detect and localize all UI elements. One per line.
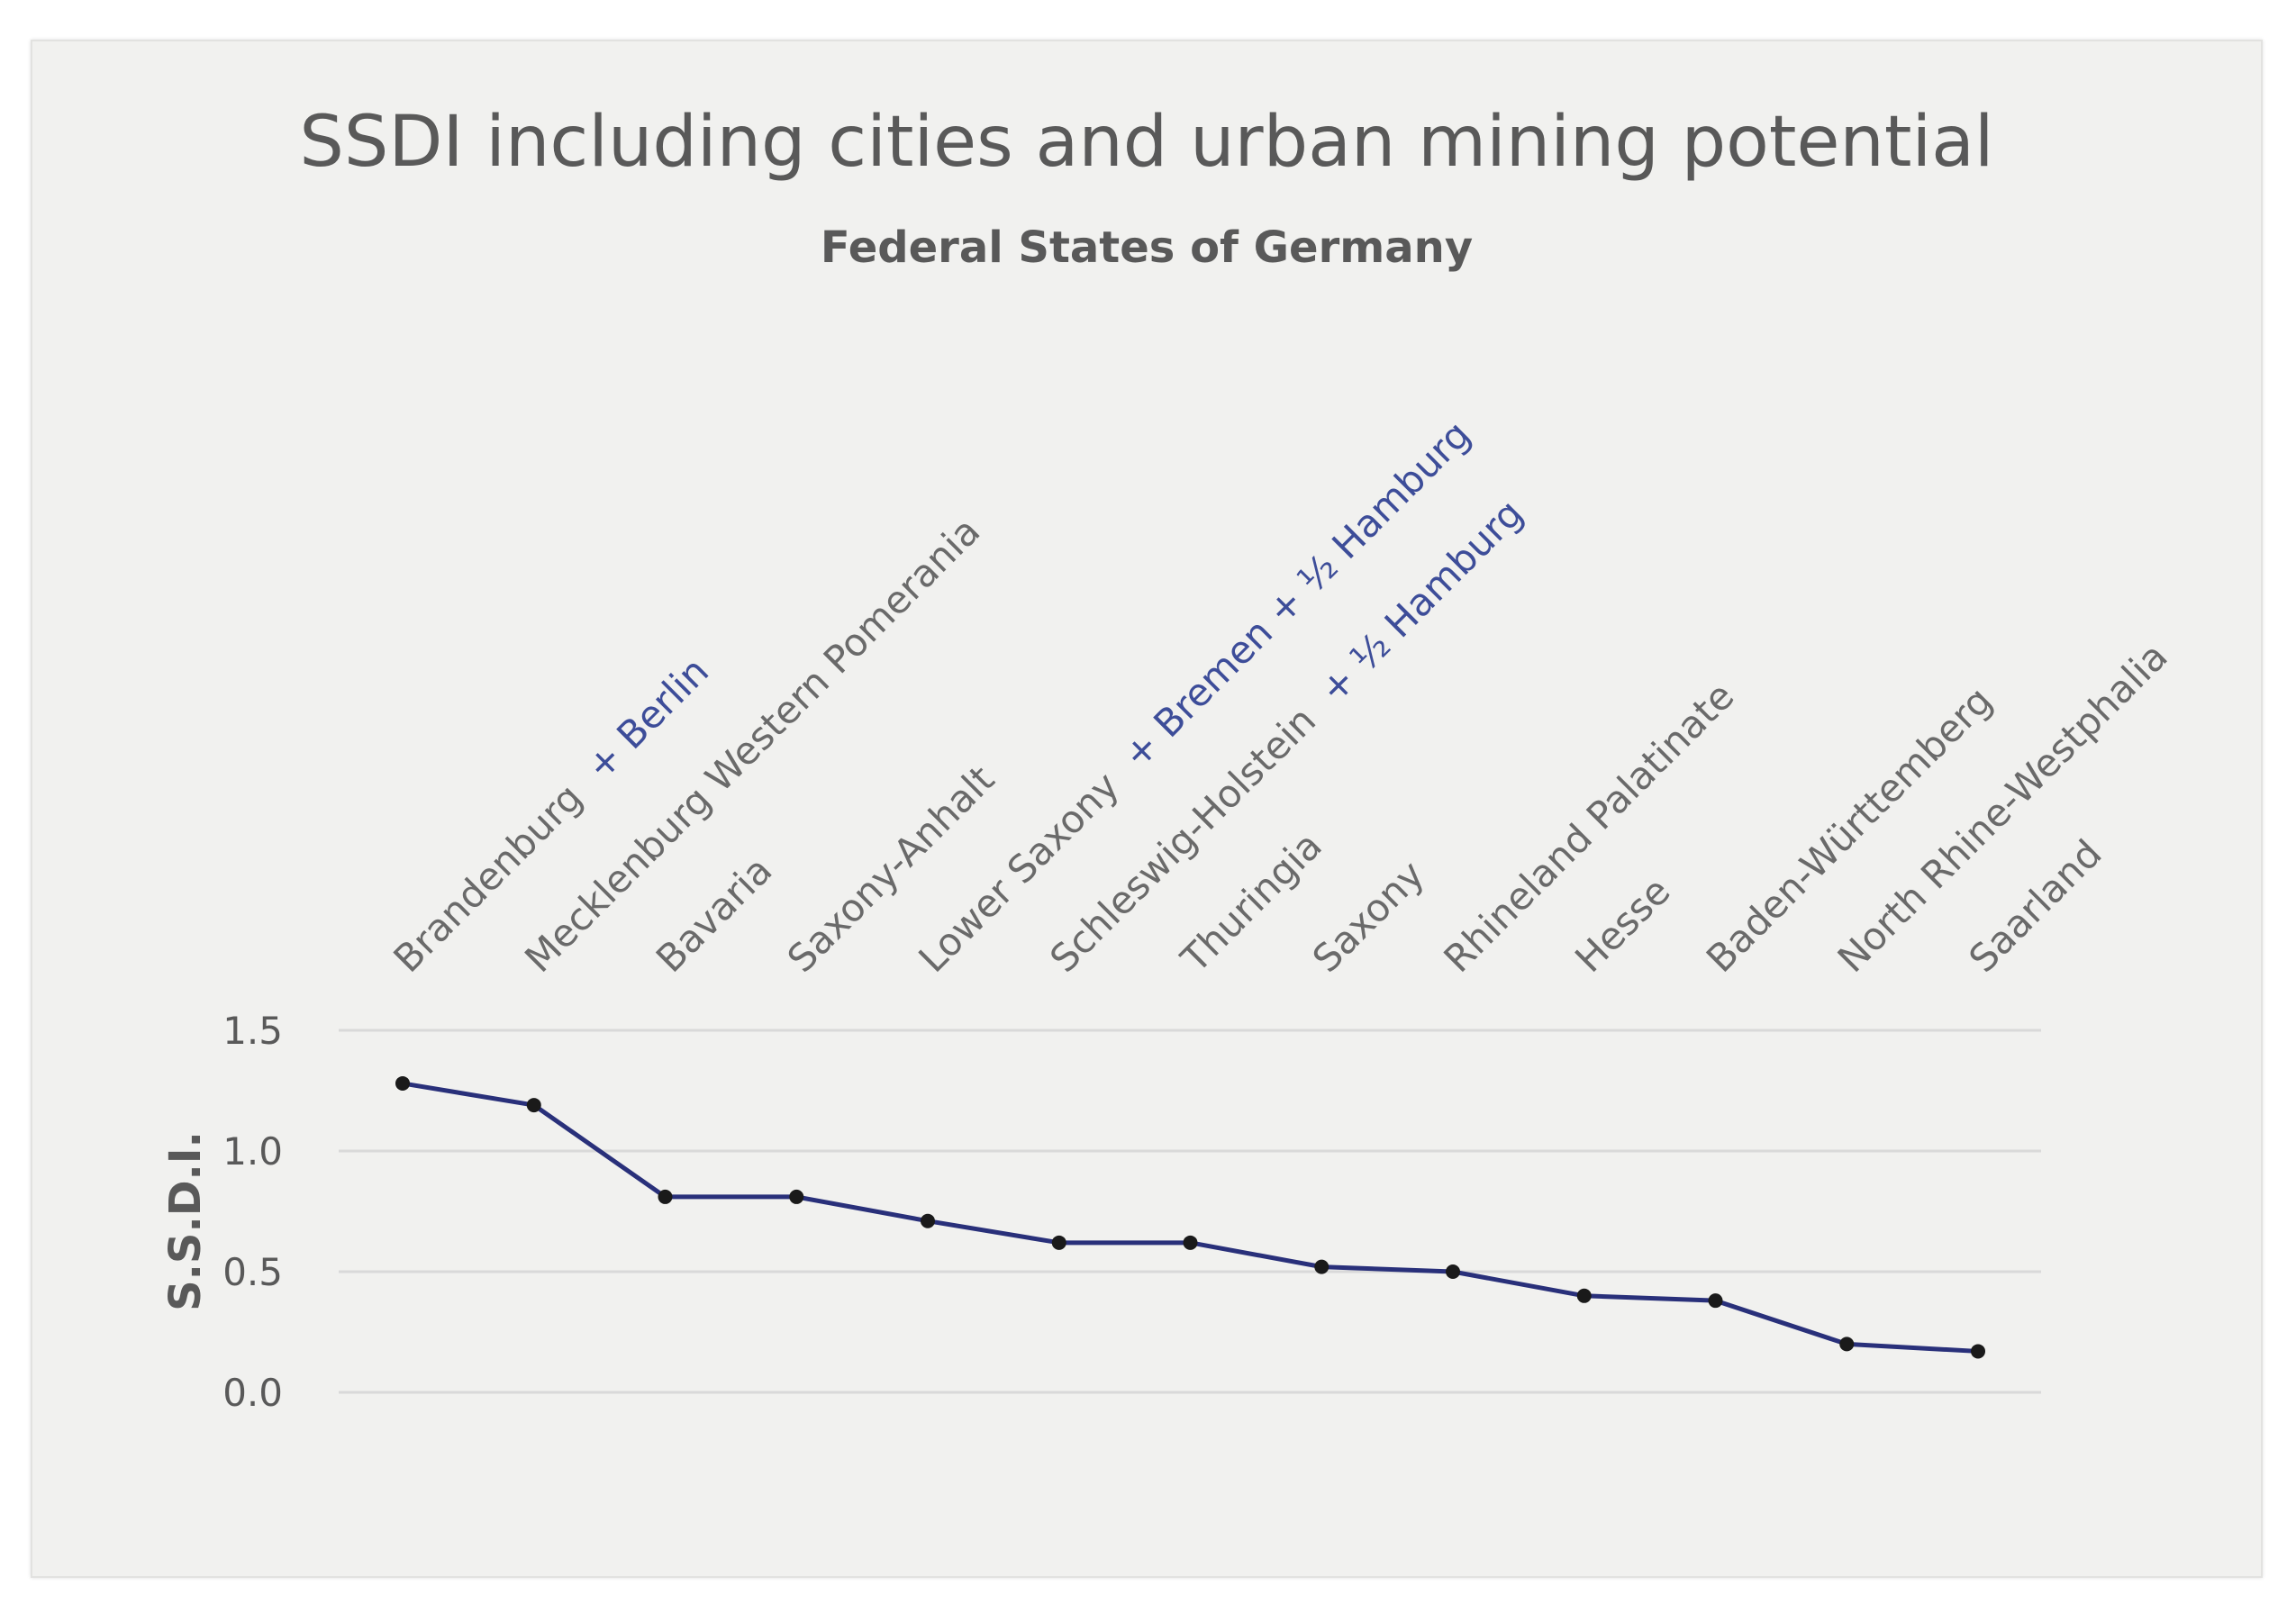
y-axis-label: S.S.D.I. (160, 1131, 211, 1311)
series-layer (395, 1075, 1985, 1359)
category-name: Bavaria (648, 847, 781, 981)
y-tick-label: 1.0 (222, 1129, 283, 1174)
chart-subtitle: Federal States of Germany (821, 222, 1473, 273)
category-label: Saxony (1304, 852, 1433, 981)
data-point (921, 1213, 935, 1228)
category-label: Mecklenburg Western Pomerania (516, 509, 988, 981)
data-point (1314, 1259, 1330, 1274)
category-suffix: + Berlin (577, 648, 717, 788)
data-point (395, 1075, 410, 1091)
y-tick-label: 0.5 (222, 1250, 283, 1294)
category-name: Saxony (1304, 852, 1433, 981)
data-point (789, 1189, 804, 1204)
data-point (1051, 1235, 1066, 1250)
category-label: Bavaria (648, 847, 781, 981)
series-line (402, 1081, 1979, 1354)
category-name: Mecklenburg Western Pomerania (516, 509, 988, 981)
y-tick-labels: 0.0 0.5 1.0 1.5 (222, 1009, 283, 1415)
chart-svg: SSDI including cities and urban mining p… (160, 102, 2176, 1415)
category-label: Schleswig-Holstein+ ½ Hamburg (1041, 491, 1531, 981)
data-point (658, 1189, 673, 1204)
gridlines (339, 1029, 2041, 1394)
data-point (1839, 1337, 1855, 1352)
category-name: Hesse (1566, 869, 1678, 981)
chart-frame: SSDI including cities and urban mining p… (31, 40, 2263, 1578)
chart-title: SSDI including cities and urban mining p… (299, 102, 1993, 183)
y-tick-label: 1.5 (222, 1009, 283, 1053)
category-label: Hesse (1566, 869, 1678, 981)
data-point (1183, 1235, 1198, 1250)
y-tick-label: 0.0 (222, 1371, 283, 1415)
data-point (1971, 1344, 1985, 1359)
data-point (1446, 1264, 1460, 1279)
data-point (526, 1098, 541, 1113)
data-point (1576, 1288, 1592, 1303)
data-point (1708, 1293, 1723, 1309)
